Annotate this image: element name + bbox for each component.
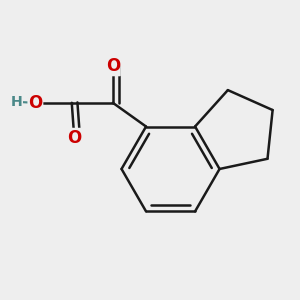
Text: O: O xyxy=(106,58,120,76)
Text: H: H xyxy=(11,95,22,109)
Text: O: O xyxy=(28,94,43,112)
Text: O: O xyxy=(67,129,81,147)
